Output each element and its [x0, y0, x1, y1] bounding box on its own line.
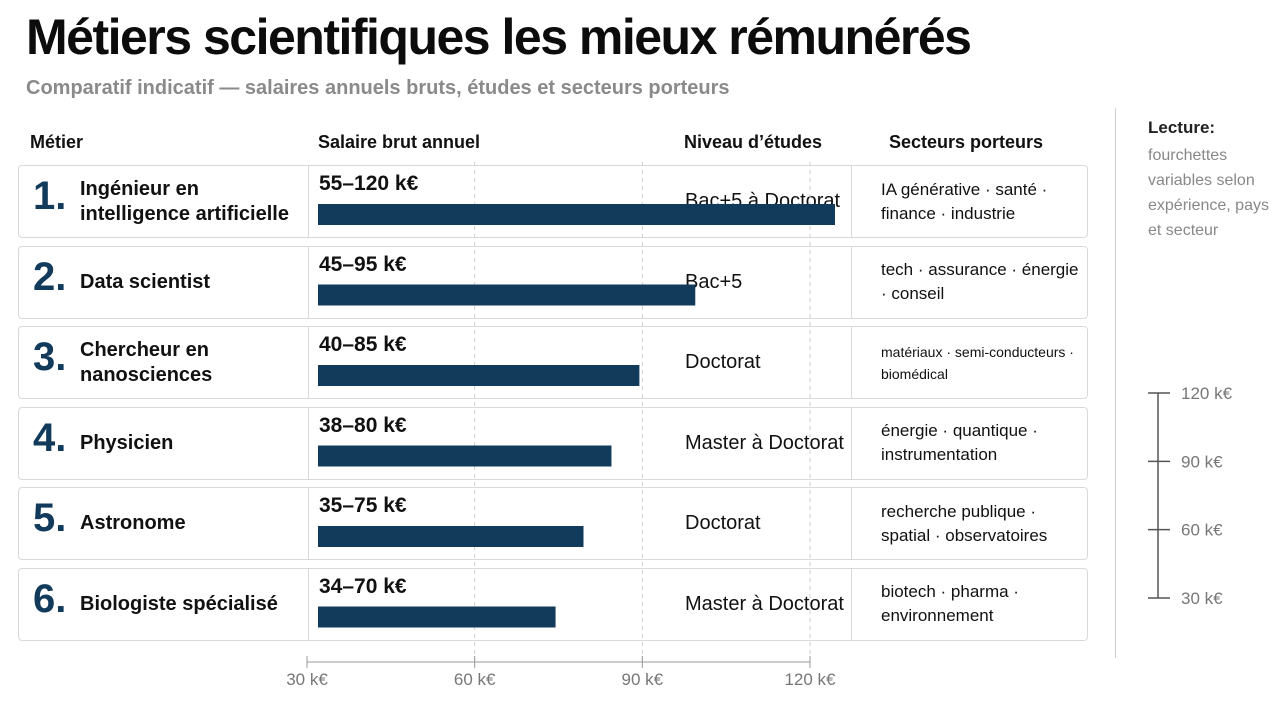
row-divider	[851, 407, 852, 479]
row-job-name: Physicien	[80, 431, 174, 454]
row-rank: 6.	[33, 576, 67, 621]
row-salary-range: 45–95 k€	[319, 252, 407, 276]
row-education: Master à Doctorat	[685, 431, 844, 454]
salary-bar	[318, 526, 584, 547]
row-divider	[851, 327, 852, 398]
row-sectors: IA générative · santé · finance · indust…	[881, 179, 1048, 223]
row-sectors: matériaux · semi-conducteurs · biomédica…	[881, 343, 1074, 382]
salary-bar	[318, 606, 556, 628]
column-header-secteurs: Secteurs porteurs	[889, 132, 1044, 152]
row-job-name: Astronome	[80, 512, 186, 534]
lecture-text: fourchettes variables selon expérience, …	[1148, 147, 1269, 239]
table-row: 4. Physicien 38–80 k€ Master à Doctorat éner…	[18, 406, 1088, 480]
row-rank: 4.	[33, 415, 67, 460]
row-sectors: recherche publique · spatial · observato…	[881, 501, 1048, 545]
row-divider	[851, 246, 852, 318]
row-rank: 2.	[33, 254, 67, 299]
lecture-title: Lecture:	[1148, 118, 1216, 137]
salary-bar	[318, 204, 835, 225]
row-job-name: Chercheur en nanosciences	[80, 338, 213, 386]
x-tick-label: 30 k€	[286, 670, 328, 689]
row-education: Master à Doctorat	[685, 592, 844, 615]
row-education: Doctorat	[685, 351, 761, 373]
scale-label: 30 k€	[1181, 589, 1223, 608]
scale-label: 60 k€	[1181, 521, 1223, 540]
row-salary-range: 40–85 k€	[319, 333, 407, 356]
x-tick-label: 90 k€	[622, 670, 664, 689]
column-header-metier: Métier	[30, 132, 84, 152]
row-salary-range: 55–120 k€	[319, 172, 419, 195]
page-subtitle: Comparatif indicatif — salaires annuels …	[26, 77, 730, 99]
row-rank: 3.	[33, 335, 67, 379]
salary-bar	[318, 365, 640, 386]
row-divider	[308, 488, 309, 559]
row-salary-range: 38–80 k€	[319, 413, 407, 437]
row-divider	[308, 327, 309, 398]
page-title: Métiers scientifiques les mieux rémunéré…	[26, 9, 972, 65]
row-job-name: Biologiste spécialisé	[80, 592, 278, 615]
row-divider	[308, 568, 309, 640]
row-sectors: énergie · quantique · instrumentation	[881, 421, 1038, 464]
table-row: 1. Ingénieur en intelligence artificielle…	[18, 165, 1088, 238]
table-row: 5. Astronome 35–75 k€ Doctorat recherche pub…	[18, 487, 1088, 560]
row-sectors: biotech · pharma · environnement	[881, 582, 1019, 625]
row-divider	[308, 246, 309, 318]
side-divider	[1115, 108, 1116, 658]
row-job-name: Ingénieur en intelligence artificielle	[80, 177, 289, 225]
row-job-name: Data scientist	[80, 270, 211, 293]
column-header-salaire: Salaire brut annuel	[318, 132, 481, 152]
row-divider	[851, 488, 852, 559]
row-divider	[308, 166, 309, 237]
row-divider	[308, 407, 309, 479]
row-rank: 5.	[33, 496, 67, 540]
x-tick-label: 60 k€	[454, 670, 496, 689]
row-sectors: tech · assurance · énergie · conseil	[881, 260, 1079, 303]
table-row: 2. Data scientist 45–95 k€ Bac+5 tech · assu…	[18, 245, 1088, 319]
row-rank: 1.	[33, 174, 67, 218]
row-salary-range: 34–70 k€	[319, 574, 407, 598]
salary-bar	[318, 445, 612, 467]
scale-label: 120 k€	[1181, 384, 1233, 403]
row-education: Bac+5	[685, 270, 743, 293]
salary-bar	[318, 284, 696, 306]
scale-label: 90 k€	[1181, 452, 1223, 471]
row-divider	[851, 166, 852, 237]
row-education: Doctorat	[685, 512, 761, 534]
row-salary-range: 35–75 k€	[319, 494, 407, 517]
table-row: 3. Chercheur en nanosciences 40–85 k€ Docto…	[18, 326, 1088, 399]
table-row: 6. Biologiste spécialisé 34–70 k€ Master à …	[18, 567, 1088, 641]
x-tick-label: 120 k€	[784, 670, 836, 689]
column-header-etudes: Niveau d’études	[684, 132, 823, 152]
row-divider	[851, 568, 852, 640]
